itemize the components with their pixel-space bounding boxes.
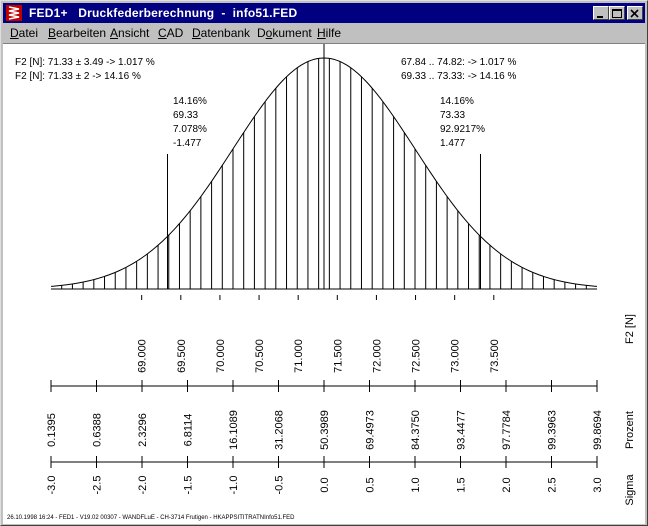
f2-tick-label: 72.000 [371,339,383,373]
sigma-tick-label: -1.5 [183,476,195,495]
stats-right-line: 69.33 .. 73.33: -> 14.16 % [401,71,516,82]
prozent-tick-label: 31.2068 [274,410,286,450]
menu-dokument[interactable]: Dokument [257,26,312,40]
close-button[interactable] [627,6,643,20]
menu-ansicht[interactable]: Ansicht [110,26,150,40]
sigma-tick-label: -2.0 [137,476,149,495]
menu-hilfe[interactable]: Hilfe [317,26,342,40]
distribution-chart: F2 [N]: 71.33 ± 3.49 -> 1.017 % F2 [N]: 7… [15,44,636,506]
sigma-axis-label: Sigma [624,474,636,506]
prozent-tick-label: 50.3989 [319,410,331,450]
sigma-tick-label: -3.0 [46,476,58,495]
prozent-tick-label: 6.8114 [183,414,195,447]
sigma-tick-label: -0.5 [274,476,286,495]
f2-tick-label: 69.500 [176,339,188,373]
prozent-tick-label: 69.4973 [365,410,377,450]
marker-left-value: -1.477 [173,138,202,149]
sigma-tick-label: -2.5 [92,476,104,495]
sigma-tick-label: -1.0 [228,476,240,495]
menu-datei[interactable]: Datei [10,26,39,40]
f2-tick-label: 72.500 [411,339,423,373]
spring-icon [6,5,22,21]
minimize-icon [597,16,603,18]
prozent-tick-label: 99.8694 [592,410,604,450]
f2-tick-label: 73.500 [489,339,501,373]
sigma-tick-label: 0.5 [365,477,377,492]
sigma-tick-label: 2.0 [501,477,513,492]
chart-area: F2 [N]: 71.33 ± 3.49 -> 1.017 % F2 [N]: 7… [3,43,645,514]
marker-left-value: 14.16% [173,96,207,107]
prozent-axis-label: Prozent [624,411,636,449]
window-title: FED1+ Druckfederberechnung - info51.FED [29,6,298,20]
marker-right-value: 14.16% [440,96,474,107]
menu-datenbank[interactable]: Datenbank [192,26,251,40]
marker-right-value: 92.9217% [440,124,485,135]
prozent-tick-label: 16.1089 [228,410,240,450]
stats-left-line: F2 [N]: 71.33 ± 2 -> 14.16 % [15,71,141,82]
prozent-tick-label: 97.7784 [501,410,513,450]
close-icon [630,9,639,18]
sigma-tick-label: 3.0 [592,477,604,492]
f2-tick-label: 73.000 [450,339,462,373]
f2-tick-label: 70.500 [254,339,266,373]
stats-left-line: F2 [N]: 71.33 ± 3.49 -> 1.017 % [15,57,155,68]
prozent-tick-label: 99.3963 [547,410,559,450]
f2-axis-label: F2 [N] [624,314,636,344]
sigma-tick-label: 1.0 [410,477,422,492]
prozent-tick-label: 0.1395 [46,413,58,447]
minimize-button[interactable] [593,6,609,20]
status-line: 26.10.1998 16:24 - FED1 - V19.02 00307 -… [3,513,645,524]
stats-right-line: 67.84 .. 74.82: -> 1.017 % [401,57,516,68]
marker-right-value: 73.33 [440,110,465,121]
prozent-tick-label: 84.3750 [410,410,422,450]
f2-tick-label: 69.000 [137,339,149,373]
marker-right-value: 1.477 [440,138,465,149]
menu-bearbeiten[interactable]: Bearbeiten [48,26,107,40]
marker-left-value: 69.33 [173,110,198,121]
marker-left-value: 7.078% [173,124,207,135]
menu-cad[interactable]: CAD [158,26,184,40]
sigma-tick-label: 1.5 [456,477,468,492]
prozent-tick-label: 0.6388 [92,413,104,447]
maximize-button[interactable] [609,6,625,20]
f2-tick-label: 70.000 [215,339,227,373]
sigma-tick-label: 2.5 [547,477,559,492]
f2-tick-label: 71.500 [332,339,344,373]
prozent-tick-label: 2.3296 [137,413,149,447]
title-bar[interactable]: FED1+ Druckfederberechnung - info51.FED [3,3,645,23]
maximize-icon [612,9,622,18]
menu-bar: Datei Bearbeiten Ansicht CAD Datenbank Dokume… [3,24,645,43]
sigma-tick-label: 0.0 [319,477,331,492]
f2-tick-label: 71.000 [293,339,305,373]
prozent-tick-label: 93.4477 [456,410,468,450]
